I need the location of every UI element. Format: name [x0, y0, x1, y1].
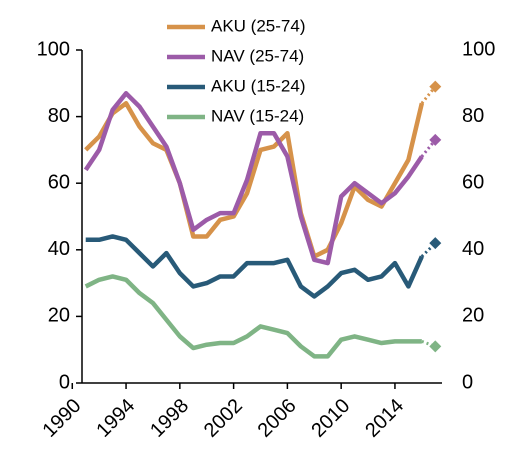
x-tick-label: 2010: [307, 395, 354, 442]
y-tick-label: 40: [48, 238, 70, 260]
y-tick-label: 100: [37, 38, 70, 60]
y2-tick-label: 100: [462, 38, 495, 60]
projection-marker: [429, 340, 442, 353]
projection-marker: [429, 133, 442, 146]
series-line: [84, 274, 422, 359]
x-tick-label: 2002: [200, 395, 247, 442]
y2-tick-label: 0: [462, 371, 473, 393]
projection-line: [420, 138, 437, 158]
legend-label: AKU (25-74): [211, 16, 305, 35]
x-tick-label: 2014: [361, 395, 408, 442]
y-tick-label: 0: [59, 371, 70, 393]
legend-label: NAV (15-24): [211, 106, 304, 125]
x-tick-label: 1990: [39, 395, 86, 442]
y2-tick-label: 20: [462, 305, 484, 327]
y2-tick-label: 40: [462, 238, 484, 260]
series-line: [83, 91, 424, 266]
x-tick-label: 2006: [254, 395, 301, 442]
projection-line: [420, 85, 437, 105]
series-line: [84, 101, 425, 259]
series-line: [85, 234, 424, 299]
legend-label: AKU (15-24): [211, 76, 305, 95]
y2-tick-label: 80: [462, 105, 484, 127]
x-tick-label: 1994: [92, 395, 139, 442]
projection-marker: [429, 237, 442, 250]
y-tick-label: 80: [48, 105, 70, 127]
legend-label: NAV (25-74): [211, 46, 304, 65]
y2-tick-label: 60: [462, 171, 484, 193]
projection-marker: [429, 80, 442, 93]
x-tick-label: 1998: [146, 395, 193, 442]
y-tick-label: 60: [48, 171, 70, 193]
y-tick-label: 20: [48, 305, 70, 327]
